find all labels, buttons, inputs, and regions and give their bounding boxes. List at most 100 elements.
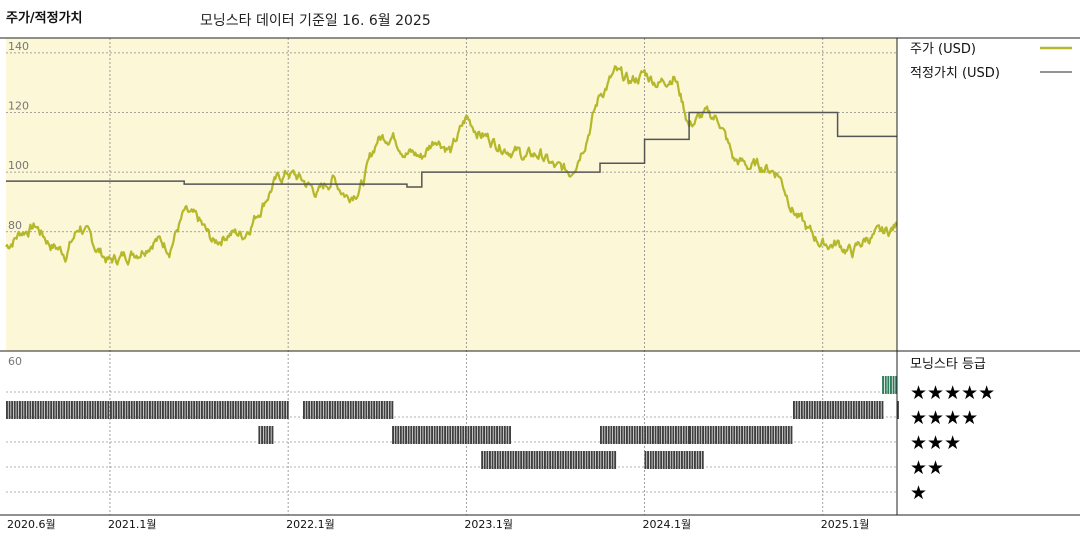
- rating-period-bar: [392, 426, 496, 444]
- rating-tick: [712, 426, 715, 444]
- rating-tick: [664, 426, 667, 444]
- rating-tick: [490, 426, 493, 444]
- rating-tick: [365, 401, 368, 419]
- rating-tick: [890, 376, 892, 394]
- rating-tick: [580, 451, 583, 469]
- rating-tick: [45, 401, 47, 419]
- rating-tick: [772, 426, 775, 444]
- rating-tick: [216, 401, 219, 419]
- rating-tick: [600, 426, 602, 444]
- rating-tick: [754, 426, 756, 444]
- rating-tick: [229, 401, 232, 419]
- rating-tick: [21, 401, 24, 419]
- rating-tick: [701, 451, 704, 469]
- rating-tick: [826, 401, 829, 419]
- rating-tick: [549, 451, 552, 469]
- legend-fair-value-label: 적정가치 (USD): [910, 66, 1000, 81]
- rating-tick: [813, 401, 816, 419]
- rating-tick: [641, 426, 644, 444]
- rating-tick: [362, 401, 365, 419]
- rating-tick: [858, 401, 860, 419]
- rating-tick: [659, 426, 662, 444]
- rating-tick: [707, 426, 710, 444]
- rating-tick: [644, 451, 647, 469]
- rating-tick: [860, 401, 863, 419]
- rating-tick: [491, 451, 494, 469]
- rating-star-label: ★★★★: [910, 407, 978, 429]
- rating-tick: [89, 401, 92, 419]
- rating-tick: [250, 401, 253, 419]
- rating-tick: [603, 451, 606, 469]
- rating-tick: [876, 401, 879, 419]
- rating-tick: [475, 426, 478, 444]
- rating-tick: [68, 401, 71, 419]
- rating-tick: [855, 401, 858, 419]
- rating-tick: [208, 401, 211, 419]
- rating-tick: [489, 451, 491, 469]
- rating-tick: [598, 451, 601, 469]
- rating-tick: [318, 401, 321, 419]
- rating-tick: [682, 426, 685, 444]
- rating-tick: [694, 451, 696, 469]
- rating-tick: [76, 401, 79, 419]
- rating-period-bar: [481, 451, 528, 469]
- rating-tick: [431, 426, 433, 444]
- rating-tick: [837, 401, 840, 419]
- rating-tick: [65, 401, 68, 419]
- rating-tick: [260, 401, 263, 419]
- rating-tick: [577, 451, 580, 469]
- rating-tick: [507, 451, 510, 469]
- rating-tick: [811, 401, 814, 419]
- rating-tick: [94, 401, 97, 419]
- rating-period-bar: [6, 401, 289, 419]
- rating-tick: [696, 451, 699, 469]
- rating-tick: [368, 401, 370, 419]
- rating-tick: [759, 426, 762, 444]
- rating-tick: [607, 426, 610, 444]
- rating-tick: [441, 426, 444, 444]
- rating-tick: [78, 401, 81, 419]
- rating-tick: [884, 376, 887, 394]
- rating-tick: [169, 401, 172, 419]
- rating-tick: [623, 426, 626, 444]
- rating-tick: [633, 426, 636, 444]
- rating-tick: [631, 426, 634, 444]
- rating-tick: [819, 401, 821, 419]
- rating-tick: [402, 426, 405, 444]
- rating-tick: [136, 401, 138, 419]
- rating-tick: [110, 401, 112, 419]
- rating-tick: [588, 451, 591, 469]
- rating-tick: [464, 426, 467, 444]
- rating-tick: [751, 426, 754, 444]
- rating-tick: [852, 401, 855, 419]
- rating-tick: [839, 401, 842, 419]
- rating-tick: [551, 451, 554, 469]
- rating-tick: [24, 401, 27, 419]
- rating-tick: [782, 426, 785, 444]
- rating-tick: [871, 401, 873, 419]
- rating-tick: [613, 426, 615, 444]
- rating-tick: [644, 426, 647, 444]
- rating-tick: [496, 426, 498, 444]
- rating-tick: [261, 426, 263, 444]
- rating-tick: [323, 401, 326, 419]
- rating-tick: [425, 426, 428, 444]
- rating-tick: [255, 401, 258, 419]
- rating-tick: [242, 401, 245, 419]
- rating-tick: [472, 426, 475, 444]
- rating-tick: [451, 426, 454, 444]
- x-tick-label: 2024.1월: [643, 518, 692, 531]
- rating-tick: [91, 401, 94, 419]
- rating-tick: [670, 451, 673, 469]
- rating-tick: [73, 401, 76, 419]
- rating-tick: [790, 426, 793, 444]
- rating-tick: [502, 451, 504, 469]
- rating-tick: [308, 401, 311, 419]
- rating-tick: [16, 401, 19, 419]
- rating-tick: [738, 426, 741, 444]
- rating-tick: [313, 401, 316, 419]
- rating-tick: [107, 401, 110, 419]
- rating-tick: [515, 451, 517, 469]
- rating-tick: [405, 426, 407, 444]
- rating-tick: [730, 426, 733, 444]
